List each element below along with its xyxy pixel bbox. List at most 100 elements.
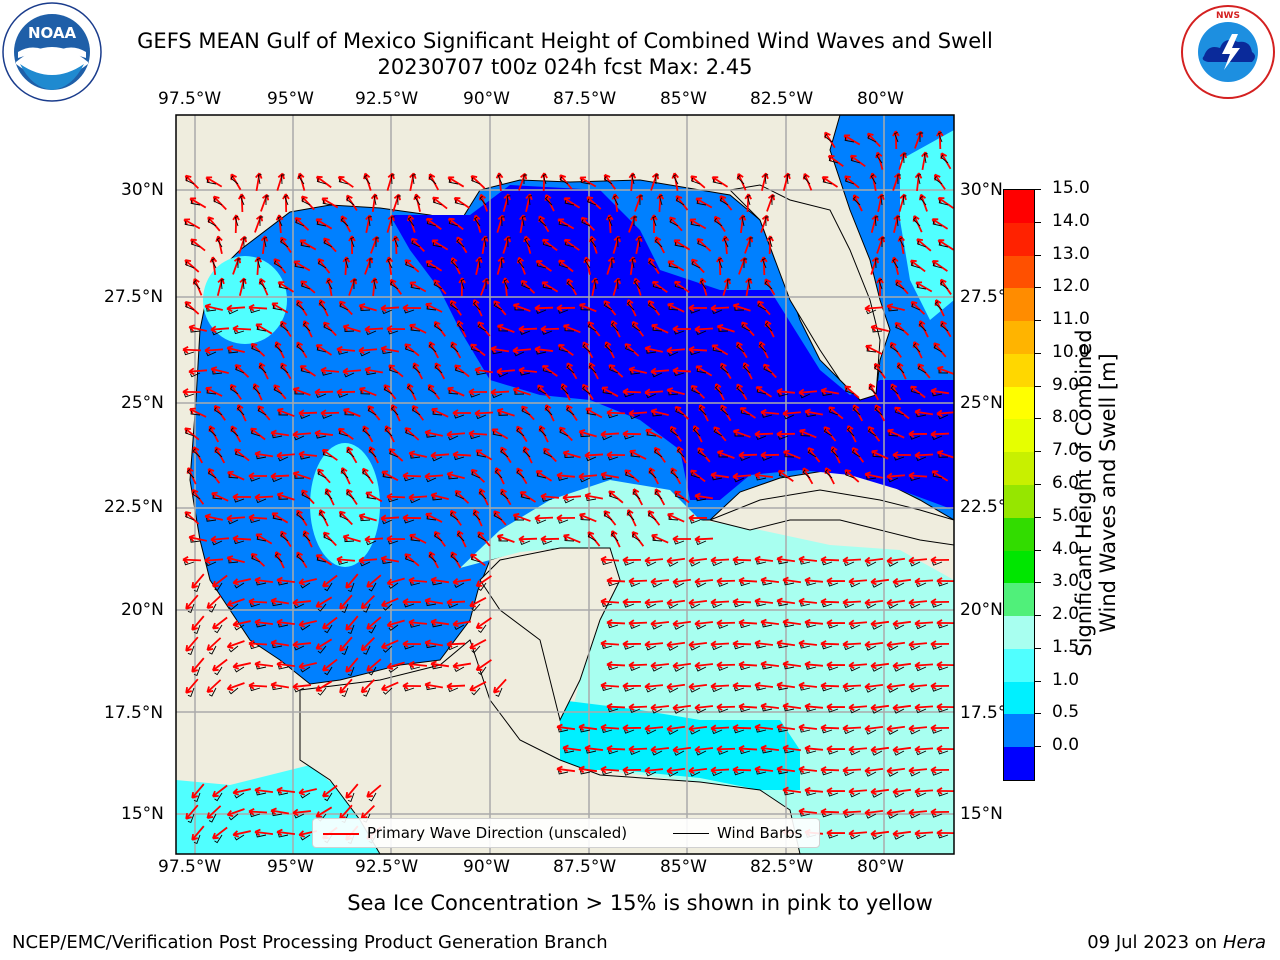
wind-barb (428, 343, 437, 353)
wave-arrow (886, 303, 905, 312)
cuba-land (708, 489, 954, 546)
wind-barb (778, 393, 789, 397)
wind-barb (528, 195, 533, 206)
wave-arrow (914, 451, 934, 459)
wave-arrow (584, 744, 604, 753)
wind-barb (756, 770, 767, 775)
wind-barb (894, 834, 905, 840)
wind-barb (229, 386, 239, 395)
wind-barb (580, 306, 591, 311)
wind-barb (294, 390, 305, 395)
colorbar-tick-label: 11.0 (1052, 309, 1090, 330)
wave-arrow (315, 596, 333, 608)
wind-barb (404, 603, 415, 608)
wind-barb (888, 813, 899, 819)
wind-barb (228, 687, 239, 695)
wind-barb (938, 750, 949, 755)
wave-arrow (336, 555, 356, 564)
wind-barb (234, 451, 245, 458)
lat-label-left: 22.5°N (104, 497, 164, 517)
wave-arrow (606, 703, 626, 711)
wind-barb (208, 813, 217, 823)
wave-arrow (688, 345, 708, 354)
wave-arrow (672, 366, 692, 375)
wave-arrow (650, 703, 670, 712)
wave-arrow (776, 555, 796, 564)
colorbar-segment (1004, 386, 1034, 420)
colorbar-segment (1004, 190, 1034, 224)
wave-arrow (716, 577, 736, 585)
wave-arrow (232, 788, 251, 796)
wind-barb (390, 406, 399, 416)
wave-arrow (600, 597, 620, 606)
wind-barb (626, 511, 635, 521)
wind-barb (586, 497, 597, 502)
wave-arrow (540, 492, 560, 501)
wave-arrow (644, 640, 664, 649)
wind-barb (822, 729, 833, 734)
wave-arrow (732, 724, 752, 732)
lat-label-right: 15°N (960, 804, 1003, 824)
wave-arrow (936, 787, 954, 795)
wind-barb (850, 792, 861, 798)
wave-arrow (732, 303, 751, 312)
sea-ice-note-text: Sea Ice Concentration > 15% is shown in … (347, 891, 933, 915)
wind-barb (822, 687, 833, 692)
wind-barb (830, 448, 839, 458)
wave-arrow (232, 620, 251, 628)
wind-barb (654, 490, 663, 500)
wind-barb (586, 410, 597, 416)
wind-barb (872, 708, 883, 714)
wind-barb (300, 414, 311, 419)
wind-barb (940, 280, 949, 290)
wind-barb (454, 414, 465, 419)
wave-arrow (848, 619, 868, 628)
wind-barb (187, 813, 195, 824)
wave-arrow (672, 703, 692, 712)
wind-barb (432, 665, 443, 670)
wind-barb (690, 771, 701, 777)
wind-barb (696, 666, 707, 672)
wind-barb (373, 279, 377, 290)
wind-barb (668, 306, 679, 311)
wind-barb (916, 624, 927, 630)
wind-barb (866, 476, 877, 480)
wind-barb (544, 406, 553, 416)
wind-barb (916, 456, 927, 462)
wave-arrow (424, 472, 444, 481)
wind-barb (448, 475, 459, 480)
colorbar-segment (1004, 353, 1034, 388)
wind-barb (250, 687, 261, 692)
wind-barb (186, 469, 195, 479)
colorbar-tick-mark (1034, 418, 1041, 420)
wind-barb (910, 687, 921, 693)
colorbar-tick-mark (1034, 516, 1041, 518)
wind-barb (280, 532, 289, 542)
wind-barb (506, 195, 511, 206)
wind-barb (190, 372, 201, 378)
wind-barb (257, 174, 262, 185)
wind-barb (228, 519, 239, 525)
map-frame (175, 114, 955, 855)
wind-barb (888, 729, 899, 735)
wind-barb (746, 195, 751, 206)
wind-barb (190, 200, 201, 206)
wave-arrow (908, 808, 928, 817)
wave-arrow (188, 367, 208, 376)
wave-arrow (776, 681, 796, 690)
wave-arrow (930, 430, 950, 438)
wind-barb (455, 492, 465, 500)
wind-barb (228, 603, 239, 611)
wind-barb (448, 687, 459, 693)
wind-barb (187, 687, 195, 698)
wave-arrow (804, 702, 824, 711)
wind-barb (762, 456, 773, 461)
wave-arrow (688, 556, 708, 565)
wave-arrow (864, 304, 884, 313)
wave-arrow (936, 409, 954, 418)
wave-arrow (206, 595, 222, 609)
wave-arrow (936, 577, 954, 585)
wind-barb (630, 452, 641, 458)
wave-arrow (908, 724, 928, 733)
wave-arrow (820, 766, 840, 774)
